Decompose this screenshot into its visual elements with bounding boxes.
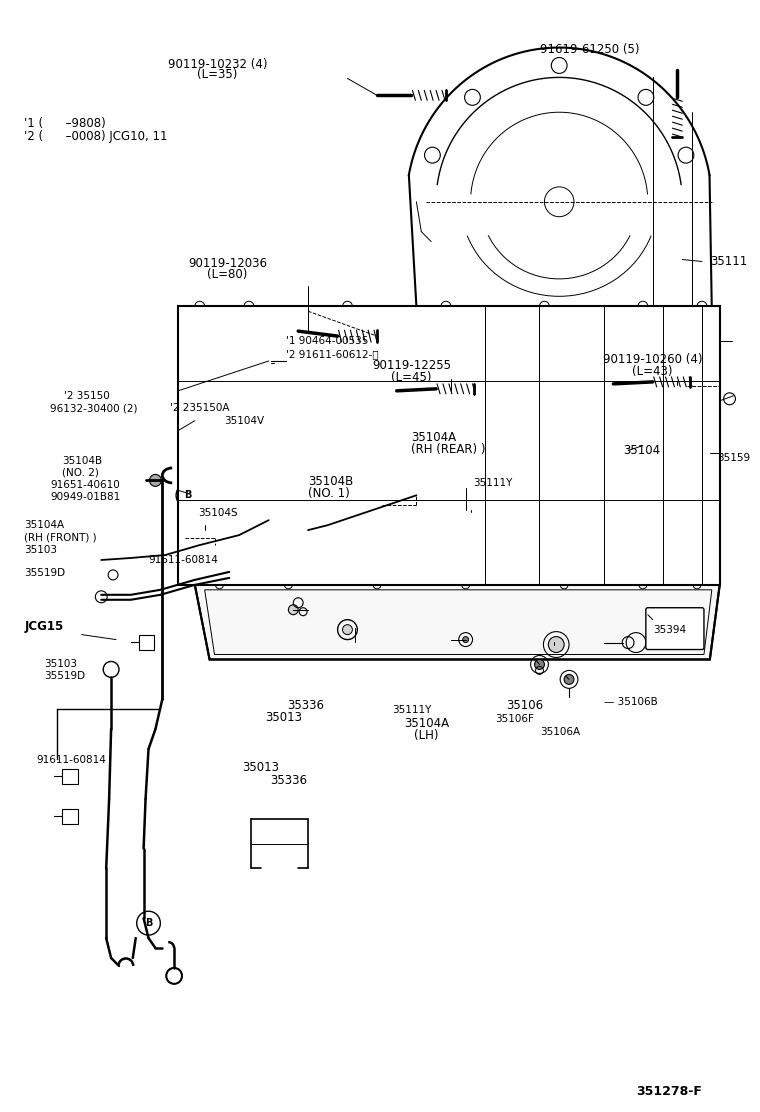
Text: 90949-01B81: 90949-01B81: [50, 493, 120, 503]
Circle shape: [564, 674, 574, 684]
Circle shape: [678, 147, 694, 163]
Text: 35159: 35159: [717, 453, 750, 463]
Circle shape: [349, 504, 359, 514]
Text: 35104A: 35104A: [404, 717, 449, 731]
Text: 91611-60814: 91611-60814: [148, 555, 218, 565]
Text: 90119-10232 (4): 90119-10232 (4): [168, 58, 268, 70]
Circle shape: [534, 659, 544, 669]
Text: (L=80): (L=80): [207, 268, 248, 281]
Text: (RH (FRONT) ): (RH (FRONT) ): [24, 533, 97, 543]
Text: 35111: 35111: [710, 255, 747, 268]
Text: 96132-30400 (2): 96132-30400 (2): [50, 404, 138, 414]
Circle shape: [233, 504, 243, 514]
Circle shape: [425, 147, 440, 163]
Text: 35104A: 35104A: [411, 430, 457, 444]
Text: — 35106B: — 35106B: [603, 697, 657, 707]
Text: 35103: 35103: [44, 659, 77, 669]
Text: (L=35): (L=35): [198, 69, 238, 81]
Circle shape: [291, 363, 301, 373]
Text: JCG15: JCG15: [24, 619, 64, 633]
Circle shape: [150, 475, 161, 486]
Text: 35111Y: 35111Y: [473, 478, 513, 488]
Text: 35111Y: 35111Y: [392, 705, 431, 715]
Circle shape: [349, 387, 359, 397]
Text: 35336: 35336: [270, 774, 307, 787]
Text: 35104B: 35104B: [308, 476, 353, 488]
Text: B: B: [184, 490, 192, 500]
Text: (NO. 1): (NO. 1): [308, 487, 350, 500]
Circle shape: [464, 89, 480, 106]
Text: 90119-12255: 90119-12255: [372, 359, 451, 373]
Text: 91651-40610: 91651-40610: [50, 480, 120, 490]
Text: '1 90464-00535: '1 90464-00535: [287, 336, 369, 346]
Circle shape: [373, 446, 383, 456]
Circle shape: [463, 636, 469, 643]
Circle shape: [210, 446, 220, 456]
Text: '2 (      –0008) JCG10, 11: '2 ( –0008) JCG10, 11: [24, 130, 168, 143]
FancyBboxPatch shape: [646, 608, 704, 649]
Text: 35104A: 35104A: [24, 520, 65, 530]
Circle shape: [288, 605, 298, 615]
Text: 35519D: 35519D: [24, 568, 65, 578]
Text: 35394: 35394: [653, 625, 686, 635]
Text: 35013: 35013: [242, 761, 279, 774]
Text: 35336: 35336: [287, 699, 325, 713]
Text: 35106F: 35106F: [496, 714, 534, 724]
Bar: [178, 306, 720, 585]
Circle shape: [551, 58, 567, 73]
Text: 35104B: 35104B: [62, 456, 102, 466]
Text: 35106: 35106: [506, 699, 543, 713]
Circle shape: [291, 528, 301, 538]
Polygon shape: [195, 585, 720, 659]
Text: (RH (REAR) ): (RH (REAR) ): [411, 443, 486, 456]
Text: 35104V: 35104V: [224, 416, 264, 426]
Circle shape: [277, 359, 287, 369]
Text: 35106A: 35106A: [540, 727, 580, 737]
Text: 35104S: 35104S: [198, 508, 237, 518]
Circle shape: [549, 636, 564, 653]
Text: (LH): (LH): [414, 729, 439, 742]
Circle shape: [200, 525, 210, 535]
Text: 35103: 35103: [24, 545, 58, 555]
Circle shape: [233, 387, 243, 397]
Text: 91611-60814: 91611-60814: [36, 755, 106, 765]
Text: '2 35150: '2 35150: [64, 390, 109, 400]
Text: 90119-10260 (4): 90119-10260 (4): [603, 353, 702, 366]
Text: 35104: 35104: [623, 444, 660, 457]
Circle shape: [463, 507, 469, 514]
Text: 90119-12036: 90119-12036: [188, 257, 267, 269]
Text: 91619-61250 (5): 91619-61250 (5): [540, 42, 639, 56]
Text: 351278-F: 351278-F: [636, 1085, 702, 1099]
Text: '2 235150A: '2 235150A: [170, 403, 230, 413]
Circle shape: [638, 89, 654, 106]
Text: '1 (      –9808): '1 ( –9808): [24, 117, 106, 130]
Text: '2 91611-60612-Ⓑ: '2 91611-60612-Ⓑ: [287, 349, 379, 359]
Text: (L=45): (L=45): [391, 371, 432, 384]
Circle shape: [343, 625, 353, 635]
Text: (L=43): (L=43): [632, 365, 673, 378]
Text: 35013: 35013: [265, 712, 302, 724]
Text: 35519D: 35519D: [44, 672, 85, 682]
Text: B: B: [145, 919, 152, 929]
Text: (NO. 2): (NO. 2): [62, 467, 99, 477]
